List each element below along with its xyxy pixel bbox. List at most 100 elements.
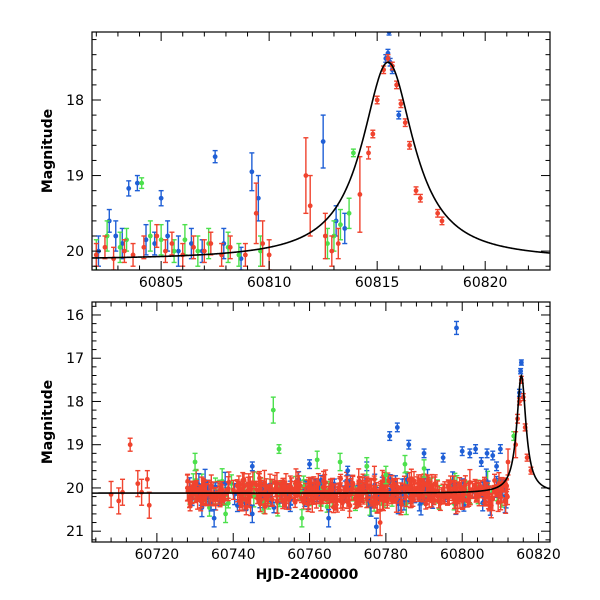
data-point-red-13 (219, 242, 225, 267)
y-tick-label: 16 (66, 308, 84, 324)
y-axis-label: Magnitude (40, 380, 56, 464)
data-point-green-18 (350, 148, 356, 158)
data-point-band-red-372 (385, 475, 391, 487)
data-point-red-19 (505, 448, 511, 476)
y-tick-label: 19 (66, 169, 84, 185)
plot-frame (91, 301, 551, 543)
x-tick-label: 60805 (139, 275, 184, 291)
data-point-band-red-317 (423, 498, 429, 510)
y-ticks (92, 305, 550, 541)
data-point-green-6 (383, 465, 389, 485)
data-point-band-red-405 (193, 479, 199, 502)
data-point-blue-23 (518, 359, 524, 366)
data-point-band-red-386 (503, 478, 509, 496)
data-point-red-7 (146, 491, 152, 519)
data-point-red-32 (398, 99, 404, 109)
data-point-band-red-379 (416, 474, 422, 492)
data-point-blue-18 (326, 508, 332, 528)
x-tick-label: 60820 (463, 275, 508, 291)
dense-band-points (185, 468, 510, 519)
series-blue (211, 320, 524, 537)
panel-top-zoom: 60805 60810 60815 60820 18 19 20 Magnitude (40, 31, 551, 291)
data-point-red-19 (303, 137, 309, 215)
plot-area (92, 32, 550, 270)
data-point-red-38 (439, 216, 445, 226)
y-tick-label: 20 (66, 481, 84, 497)
data-point-red-4 (135, 469, 141, 498)
y-tick-label: 20 (66, 244, 84, 260)
data-point-red-4 (130, 242, 136, 267)
data-point-band-red-242 (467, 487, 473, 506)
data-point-band-red-390 (401, 475, 407, 501)
data-point-blue-24 (518, 367, 524, 375)
data-point-band-red-337 (448, 475, 454, 489)
data-point-blue-16 (249, 152, 255, 192)
data-point-red-37 (435, 208, 441, 218)
data-point-green-9 (223, 504, 229, 524)
x-tick-label: 60800 (440, 547, 485, 563)
data-point-green-17 (346, 197, 352, 230)
data-point-band-red-389 (305, 495, 311, 513)
data-point-band-red-365 (338, 473, 344, 484)
data-point-red-3 (127, 437, 133, 452)
data-point-red-9 (377, 508, 383, 537)
data-point-blue-6 (459, 446, 465, 457)
data-point-blue-26 (396, 110, 402, 120)
data-point-green-7 (402, 454, 408, 474)
data-point-red-1 (102, 235, 108, 260)
data-point-green-3 (314, 450, 320, 470)
plot-area (92, 320, 550, 537)
data-point-red-36 (417, 193, 423, 203)
model-curve (92, 374, 550, 494)
data-point-blue-5 (440, 452, 446, 463)
x-axis-label: HJD-2400000 (256, 567, 359, 583)
data-point-band-red-363 (238, 486, 244, 509)
data-point-red-16 (253, 182, 259, 245)
data-point-red-27 (374, 95, 380, 105)
data-point-blue-3 (406, 439, 412, 450)
data-point-red-3 (121, 239, 127, 264)
data-point-blue-20 (211, 508, 217, 528)
data-point-green-4 (337, 452, 343, 472)
data-point-blue-12 (494, 461, 500, 472)
y-tick-label: 18 (66, 93, 84, 109)
data-point-green-0 (270, 396, 276, 424)
data-point-blue-2 (394, 422, 400, 433)
panel-bottom-full: 60720 60740 60760 60780 60800 60820 16 17 18 19 20… (40, 301, 561, 583)
data-point-red-6 (144, 469, 150, 489)
data-point-blue-10 (175, 235, 181, 267)
data-point-blue-21 (373, 517, 379, 537)
data-point-red-25 (366, 146, 372, 160)
data-point-red-11 (201, 239, 207, 264)
data-point-band-red-333 (340, 486, 346, 509)
data-point-red-17 (260, 220, 266, 267)
data-point-red-17 (524, 453, 530, 462)
data-point-red-1 (116, 487, 122, 515)
data-point-band-red-302 (235, 480, 241, 503)
data-point-band-red-362 (273, 480, 279, 494)
data-point-blue-5 (134, 174, 140, 192)
plot-frame (91, 31, 551, 271)
data-point-blue-19 (249, 504, 255, 524)
data-point-blue-4 (421, 448, 427, 459)
data-point-green-8 (421, 459, 427, 478)
data-point-band-red-410 (292, 482, 298, 496)
data-point-red-14 (227, 235, 233, 260)
y-ticks (92, 39, 550, 267)
data-point-band-red-255 (267, 473, 273, 499)
data-point-band-red-327 (243, 499, 249, 516)
data-point-blue-10 (484, 448, 490, 459)
data-point-red-0 (108, 480, 114, 509)
data-point-green-4 (139, 177, 145, 190)
data-point-blue-18 (320, 114, 326, 169)
data-point-band-red-349 (483, 482, 489, 507)
data-point-blue-0 (453, 320, 459, 336)
x-ticks (95, 302, 540, 542)
y-tick-label: 17 (66, 351, 84, 367)
data-point-red-20 (307, 174, 313, 237)
data-point-band-red-345 (462, 479, 468, 500)
data-point-band-red-407 (225, 481, 231, 499)
data-point-blue-7 (467, 448, 473, 459)
data-point-green-1 (276, 444, 282, 455)
